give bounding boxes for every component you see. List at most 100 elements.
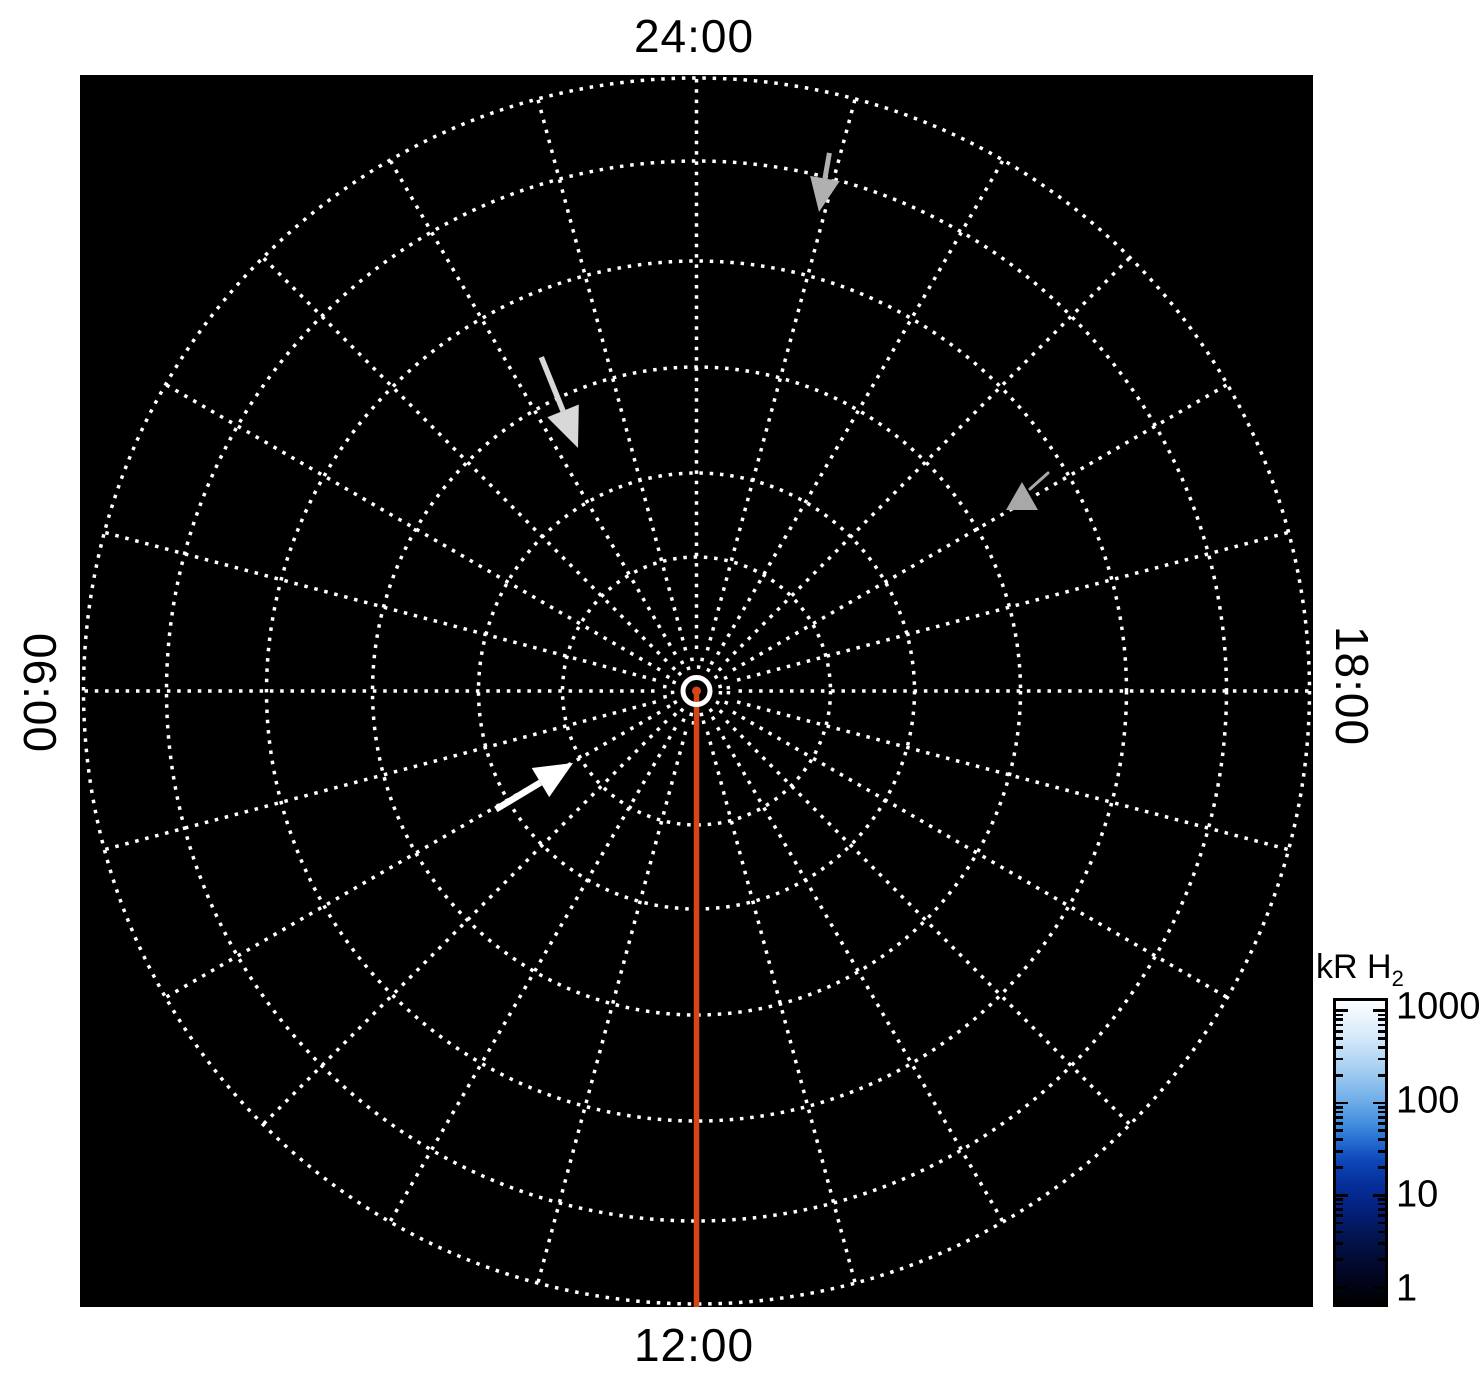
grid-circle: [662, 657, 731, 725]
arrow-lower-left-head: [531, 763, 573, 798]
colorbar-title-main: kR H: [1316, 948, 1392, 986]
polar-plot-area: [80, 75, 1313, 1307]
arrow-top-head: [810, 175, 840, 212]
colorbar-minor-tick: [1336, 1013, 1343, 1017]
colorbar-minor-tick: [1378, 1115, 1385, 1119]
colorbar-minor-tick: [1378, 1023, 1385, 1027]
arrow-lower-left-shaft: [494, 779, 543, 813]
colorbar-minor-tick: [1378, 1013, 1385, 1017]
colorbar-minor-tick: [1336, 1149, 1343, 1153]
colorbar-minor-tick: [1336, 1258, 1343, 1261]
grid-radial-line: [715, 726, 1005, 1223]
colorbar-minor-tick: [1336, 1230, 1343, 1234]
arrow-upper-left-shaft: [538, 356, 566, 412]
colorbar-minor-tick: [1378, 1166, 1385, 1169]
colorbar-minor-tick: [1336, 1029, 1343, 1033]
grid-radial-line: [731, 710, 1229, 1000]
colorbar-minor-tick: [1336, 1242, 1343, 1245]
colorbar-minor-tick: [1336, 1214, 1343, 1217]
colorbar-minor-tick: [1336, 1122, 1343, 1125]
colorbar-title-subscript: 2: [1391, 966, 1404, 991]
colorbar-major-tick: [1373, 1286, 1385, 1289]
colorbar-minor-tick: [1378, 1230, 1385, 1234]
grid-radial-line: [715, 159, 1005, 656]
colorbar-major-tick: [1336, 1009, 1348, 1013]
axis-label-0600: 06:00: [14, 632, 66, 754]
grid-radial-line: [705, 731, 857, 1284]
colorbar-minor-tick: [1378, 1202, 1385, 1206]
grid-radial-line: [724, 719, 1132, 1126]
colorbar-minor-tick: [1378, 1037, 1385, 1040]
colorbar-major-tick: [1336, 1286, 1348, 1289]
grid-radial-line: [388, 726, 678, 1223]
colorbar-minor-tick: [1336, 1018, 1343, 1022]
grid-circle: [164, 159, 1229, 1223]
colorbar-minor-tick: [1378, 1073, 1385, 1077]
colorbar-minor-tick: [1378, 1258, 1385, 1261]
axis-label-2400: 24:00: [633, 10, 755, 62]
colorbar-minor-tick: [1378, 1221, 1385, 1225]
colorbar: [1333, 998, 1388, 1307]
colorbar-minor-tick: [1336, 1023, 1343, 1027]
colorbar-minor-tick: [1378, 1046, 1385, 1049]
arrow-right-head: [1006, 482, 1038, 510]
grid-radial-line: [536, 731, 688, 1284]
colorbar-major-tick: [1336, 1193, 1348, 1197]
grid-circle: [370, 365, 1023, 1017]
grid-radial-line: [388, 159, 678, 656]
axis-label-1800: 18:00: [1326, 625, 1378, 747]
colorbar-tick-label-1: 1: [1396, 1267, 1418, 1310]
polar-grid-svg: [81, 76, 1312, 1307]
colorbar-minor-tick: [1378, 1029, 1385, 1033]
colorbar-title: kR H2: [1316, 948, 1404, 992]
colorbar-minor-tick: [1378, 1198, 1385, 1201]
colorbar-tick-label-10: 10: [1396, 1173, 1439, 1216]
grid-circle: [670, 665, 723, 717]
grid-radial-line: [261, 719, 669, 1126]
center-ring: [680, 675, 713, 707]
axis-label-1200: 12:00: [633, 1319, 755, 1371]
arrow-right-stub: [1028, 471, 1050, 491]
grid-radial-line: [536, 98, 688, 651]
colorbar-tick-label-1000: 1000: [1396, 985, 1480, 1028]
colorbar-minor-tick: [1336, 1057, 1343, 1061]
arrow-top-shaft: [822, 152, 832, 179]
colorbar-minor-tick: [1336, 1221, 1343, 1225]
grid-circle: [264, 259, 1129, 1123]
grid-radial-line: [103, 700, 657, 852]
colorbar-minor-tick: [1378, 1129, 1385, 1133]
colorbar-tick-label-100: 100: [1396, 1079, 1460, 1122]
grid-radial-line: [736, 700, 1290, 852]
grid-circle: [560, 555, 833, 827]
colorbar-minor-tick: [1336, 1046, 1343, 1049]
colorbar-minor-tick: [1378, 1208, 1385, 1211]
colorbar-major-tick: [1373, 1009, 1385, 1013]
grid-radial-line: [103, 530, 657, 682]
colorbar-minor-tick: [1336, 1115, 1343, 1119]
colorbar-minor-tick: [1336, 1198, 1343, 1201]
colorbar-minor-tick: [1336, 1166, 1343, 1169]
colorbar-major-tick: [1373, 1101, 1385, 1105]
colorbar-minor-tick: [1336, 1110, 1343, 1114]
colorbar-minor-tick: [1378, 1110, 1385, 1114]
grid-radial-line: [736, 530, 1290, 682]
center-dot: [692, 686, 701, 696]
colorbar-minor-tick: [1336, 1073, 1343, 1077]
colorbar-minor-tick: [1378, 1149, 1385, 1153]
colorbar-minor-tick: [1378, 1018, 1385, 1022]
colorbar-minor-tick: [1336, 1138, 1343, 1141]
grid-radial-line: [731, 382, 1229, 672]
grid-circle: [81, 76, 1312, 1306]
colorbar-minor-tick: [1378, 1214, 1385, 1217]
grid-radial-line: [261, 256, 669, 663]
colorbar-minor-tick: [1336, 1129, 1343, 1133]
colorbar-major-tick: [1373, 1193, 1385, 1197]
colorbar-minor-tick: [1378, 1242, 1385, 1245]
colorbar-minor-tick: [1378, 1138, 1385, 1141]
colorbar-minor-tick: [1378, 1057, 1385, 1061]
grid-radial-line: [164, 710, 662, 1000]
colorbar-minor-tick: [1378, 1122, 1385, 1125]
colorbar-minor-tick: [1378, 1105, 1385, 1109]
colorbar-minor-tick: [1336, 1208, 1343, 1211]
